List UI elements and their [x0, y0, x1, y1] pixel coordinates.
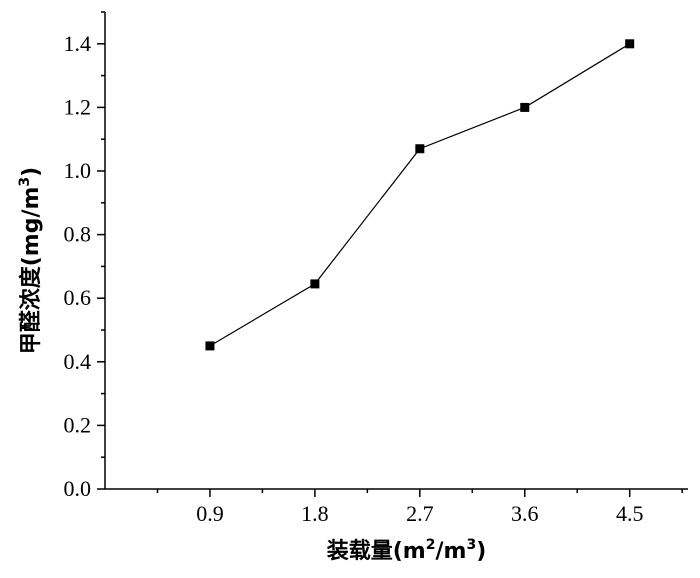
y-tick-label: 1.4	[64, 31, 92, 56]
data-point-marker	[625, 39, 635, 49]
data-point-marker	[415, 144, 425, 154]
y-tick-label: 0.2	[64, 412, 92, 437]
y-tick-label: 0.4	[64, 349, 92, 374]
series	[205, 39, 635, 351]
x-tick-label: 0.9	[196, 501, 224, 526]
x-axis-title: 装载量(m2/m3)	[327, 537, 487, 564]
x-tick-label: 4.5	[616, 501, 644, 526]
x-tick-label: 2.7	[406, 501, 434, 526]
y-axis-title: 甲醛浓度(mg/m3)	[17, 167, 44, 355]
y-tick-label: 0.6	[64, 285, 92, 310]
ticks: 0.0 0.2 0.4 0.6 0.8 1.0 1.2 1.4 0.9 1.8 2.7 3.6 4.5	[64, 11, 683, 526]
data-point-marker	[205, 341, 215, 351]
data-point-marker	[520, 102, 530, 112]
series-line	[209, 43, 631, 347]
x-tick-label: 3.6	[511, 501, 539, 526]
y-tick-label: 1.0	[64, 158, 92, 183]
y-tick-label: 0.0	[64, 476, 92, 501]
y-tick-label: 0.8	[64, 222, 92, 247]
data-point-marker	[310, 279, 320, 289]
x-tick-label: 1.8	[301, 501, 329, 526]
y-tick-label: 1.2	[64, 94, 92, 119]
axes	[104, 12, 688, 490]
